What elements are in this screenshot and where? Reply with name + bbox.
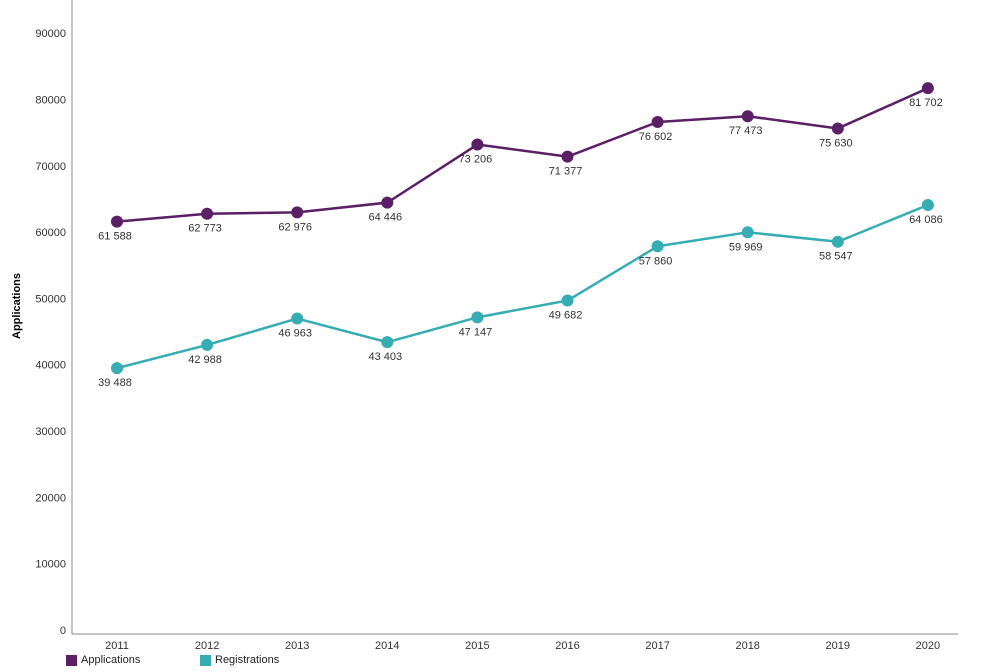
series-line-registrations bbox=[116, 203, 929, 370]
data-label-registrations: 42 988 bbox=[188, 354, 222, 366]
x-tick-label: 2013 bbox=[285, 640, 309, 652]
data-point-applications[interactable] bbox=[291, 206, 304, 219]
data-point-applications[interactable] bbox=[471, 138, 484, 151]
x-tick-label: 2015 bbox=[465, 640, 489, 652]
x-tick-label: 2019 bbox=[826, 640, 850, 652]
line-chart: Applications 0 10000 20000 30000 40000 50000 6… bbox=[11, 0, 958, 652]
data-point-registrations[interactable] bbox=[291, 312, 304, 325]
data-point-applications[interactable] bbox=[561, 150, 574, 163]
data-label-registrations: 57 860 bbox=[639, 255, 673, 267]
data-label-applications: 64 446 bbox=[368, 212, 402, 224]
data-label-registrations: 58 547 bbox=[819, 251, 853, 263]
data-point-applications[interactable] bbox=[651, 116, 664, 129]
data-label-registrations: 64 086 bbox=[909, 214, 943, 226]
y-tick-label: 0 bbox=[60, 625, 66, 637]
legend: Applications Registrations bbox=[0, 654, 986, 670]
data-point-registrations[interactable] bbox=[741, 226, 754, 239]
data-point-applications[interactable] bbox=[201, 207, 214, 220]
data-point-registrations[interactable] bbox=[111, 362, 123, 375]
legend-label-applications: Applications bbox=[81, 654, 141, 666]
data-point-registrations[interactable] bbox=[561, 294, 574, 307]
data-label-registrations: 49 682 bbox=[549, 310, 583, 322]
data-label-applications: 73 206 bbox=[459, 154, 493, 166]
data-point-applications[interactable] bbox=[831, 122, 844, 135]
y-tick-label: 40000 bbox=[35, 360, 66, 372]
y-tick-label: 20000 bbox=[35, 492, 66, 504]
x-tick-label: 2014 bbox=[375, 640, 399, 652]
legend-swatch-registrations bbox=[200, 654, 211, 666]
series-group: 61 588 62 773 62 976 64 446 73 206 71 377 76 6… bbox=[98, 82, 943, 389]
data-point-registrations[interactable] bbox=[201, 338, 214, 351]
y-tick-label: 60000 bbox=[35, 227, 66, 239]
data-label-registrations: 59 969 bbox=[729, 241, 763, 253]
data-point-applications[interactable] bbox=[741, 110, 754, 123]
x-tick-label: 2017 bbox=[645, 640, 669, 652]
data-label-registrations: 43 403 bbox=[368, 351, 402, 363]
legend-item-registrations[interactable]: Registrations bbox=[200, 654, 279, 666]
data-point-registrations[interactable] bbox=[831, 235, 844, 248]
x-tick-label: 2018 bbox=[735, 640, 759, 652]
data-label-registrations: 46 963 bbox=[278, 328, 312, 340]
x-tick-label: 2011 bbox=[105, 640, 129, 652]
y-tick-label: 90000 bbox=[35, 28, 66, 40]
data-label-applications: 81 702 bbox=[909, 97, 943, 109]
data-point-applications[interactable] bbox=[381, 196, 394, 209]
y-axis-title: Applications bbox=[11, 273, 23, 339]
data-point-applications[interactable] bbox=[111, 215, 123, 228]
data-point-registrations[interactable] bbox=[921, 199, 934, 212]
legend-item-applications[interactable]: Applications bbox=[66, 654, 140, 666]
legend-swatch-applications bbox=[66, 654, 77, 666]
y-tick-label: 70000 bbox=[35, 161, 66, 173]
data-point-registrations[interactable] bbox=[651, 240, 664, 253]
y-tick-label: 80000 bbox=[35, 94, 66, 106]
data-label-applications: 62 976 bbox=[278, 221, 312, 233]
data-label-applications: 76 602 bbox=[639, 131, 673, 143]
y-ticks: 0 10000 20000 30000 40000 50000 60000 70000 8000… bbox=[35, 28, 66, 637]
data-label-registrations: 47 147 bbox=[459, 326, 493, 338]
data-point-applications[interactable] bbox=[921, 82, 934, 95]
series-line-applications bbox=[116, 87, 929, 223]
y-tick-label: 50000 bbox=[35, 293, 66, 305]
y-tick-label: 30000 bbox=[35, 426, 66, 438]
data-point-registrations[interactable] bbox=[381, 336, 394, 349]
data-label-applications: 71 377 bbox=[549, 166, 583, 178]
x-ticks: 2011 2012 2013 2014 2015 2016 2017 2018 2019 2020 bbox=[105, 640, 940, 652]
data-label-applications: 62 773 bbox=[188, 223, 222, 235]
data-label-registrations: 39 488 bbox=[98, 377, 132, 389]
x-tick-label: 2016 bbox=[555, 640, 579, 652]
x-tick-label: 2012 bbox=[195, 640, 219, 652]
legend-label-registrations: Registrations bbox=[215, 654, 280, 666]
data-point-registrations[interactable] bbox=[471, 311, 484, 324]
data-label-applications: 77 473 bbox=[729, 125, 763, 137]
y-tick-label: 10000 bbox=[35, 559, 66, 571]
data-label-applications: 75 630 bbox=[819, 137, 853, 149]
data-label-applications: 61 588 bbox=[98, 231, 132, 243]
x-tick-label: 2020 bbox=[916, 640, 940, 652]
